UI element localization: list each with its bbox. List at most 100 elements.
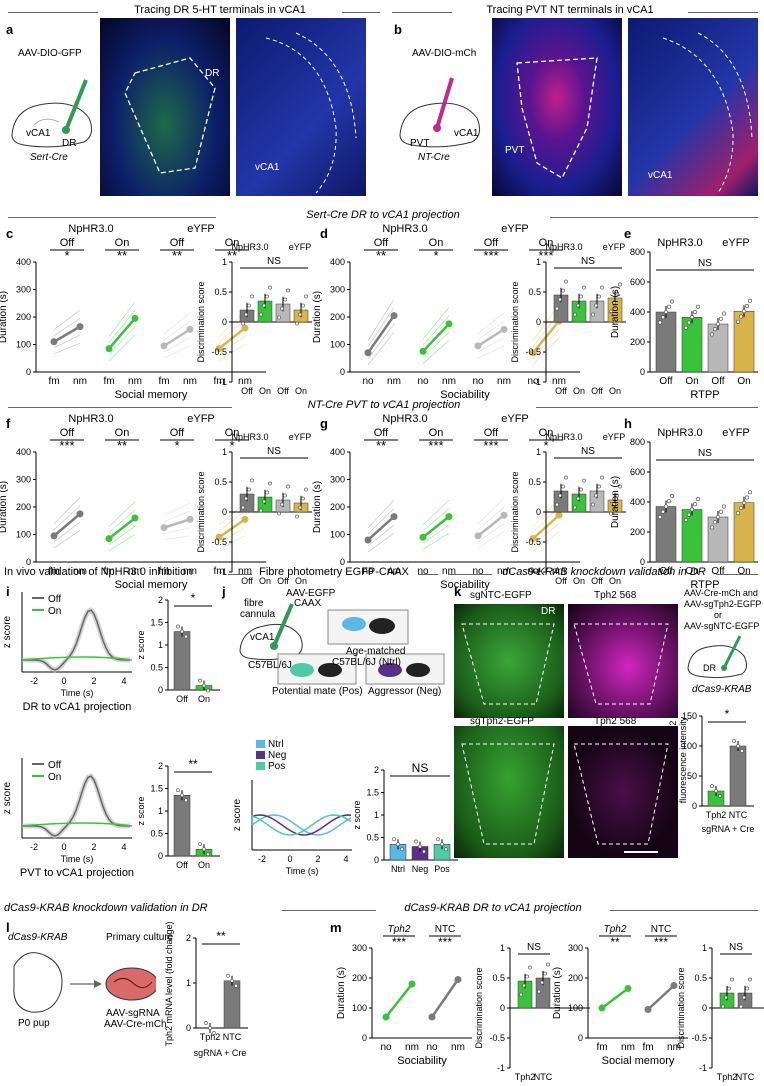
f_dur-ylabel: Duration (s) [0, 481, 9, 533]
c2-dot [262, 303, 266, 308]
d2-group-nphr: NpHR3.0 [545, 242, 582, 252]
c_dur-point [160, 342, 168, 350]
e-xtick: Off [711, 376, 724, 387]
panel-d-letter: d [320, 226, 328, 241]
d_dur-xtick: nm [552, 376, 566, 387]
g2-ylabel: Discrimination score [510, 471, 520, 552]
d2-tick-label: 0 [536, 317, 541, 327]
m_disc1-dot [522, 983, 526, 988]
e-dot [741, 309, 746, 314]
e-dot [683, 325, 688, 330]
i-bot-caption: PVT to vCA1 projection [20, 867, 134, 879]
g_dur-point [555, 511, 563, 519]
panel-f-letter: f [6, 416, 11, 431]
d_dur-xlabel: Sociability [440, 389, 490, 401]
d_dur-indiv-line [422, 340, 450, 364]
f_dur-point [131, 514, 139, 522]
micrograph-label-dr: DR [205, 68, 220, 79]
c_dur-xtick: nm [73, 376, 87, 387]
mouse-line-a: Sert-Cre [30, 152, 68, 163]
i_top-tick-label: 2 [158, 595, 163, 605]
c_dur-tick-label: 200 [16, 312, 31, 322]
m_dur1-mean-line [430, 978, 460, 1018]
g_dur-indiv-line [477, 506, 505, 531]
c2-dot [247, 303, 251, 308]
j-legend-label: Neg [268, 750, 286, 761]
k_bar-bar [729, 745, 747, 807]
j-trace-neg [251, 814, 352, 836]
c_dur-tick-label: 300 [16, 285, 31, 295]
e-tick-label: 200 [630, 337, 645, 347]
c2-dot [298, 312, 302, 317]
c_dur-point [50, 338, 58, 346]
k_bar-dot [740, 749, 744, 753]
panel-l-letter: l [6, 920, 10, 935]
h-dot [663, 504, 668, 509]
i_top-dot [202, 683, 206, 688]
c2-xtick: Off [277, 386, 289, 396]
d_dur-indiv-line [477, 337, 505, 353]
h-xtick: Off [659, 566, 672, 577]
j_bar-xtick: Pos [434, 864, 450, 874]
g_dur-point [445, 513, 453, 521]
i_bot-xtick: On [198, 860, 210, 870]
m_dur1-xtick: nm [451, 1042, 465, 1053]
f_dur-indiv-line [53, 521, 81, 543]
h-dot [738, 505, 743, 510]
g2-xtick: On [573, 576, 585, 586]
f2-tick-label: 0.5 [214, 477, 227, 487]
c_dur-point [186, 325, 194, 333]
micrograph-tph2-ntc [568, 604, 678, 718]
f2-dot [241, 505, 245, 510]
h-dot [660, 509, 665, 514]
d_dur-point [364, 349, 372, 357]
m_disc2-tick-label: 1 [702, 943, 707, 953]
panel-e-letter: e [624, 226, 632, 241]
d_dur-cond-label: Off [374, 237, 389, 249]
m_dur2-xtick: fm [596, 1042, 607, 1053]
i_bot-dot [206, 852, 210, 857]
c2-tick-label: -1 [219, 377, 227, 387]
g2-dot [609, 511, 613, 516]
k_bar-tick-label: 100 [682, 741, 697, 751]
g2-xtick: Off [591, 576, 603, 586]
e-dot [709, 332, 714, 337]
micrograph-tph2-knockdown [568, 726, 678, 858]
d_dur-indiv-line [367, 323, 395, 359]
c2-tick-label: -0.5 [211, 347, 227, 357]
m_dur1-ylabel: Duration (s) [336, 967, 347, 1019]
c_dur-xtick: fm [213, 376, 224, 387]
f2-tick-label: 0 [222, 507, 227, 517]
m_disc2-tick-label: 0 [702, 1003, 707, 1013]
d_dur-group-nphr: NpHR3.0 [382, 223, 427, 235]
d_dur-xtick: nm [442, 376, 456, 387]
m_dur1-point [454, 976, 462, 983]
j_bar-sig: NS [412, 761, 429, 775]
f_dur-xtick: fm [103, 566, 114, 577]
m_disc1-tick-label: 0 [500, 1003, 505, 1013]
m_disc2-tick-label: 0.5 [694, 973, 707, 983]
c_dur-indiv-line [53, 318, 81, 336]
g2-dot [579, 487, 583, 492]
k_bar-tick-label: 50 [687, 771, 697, 781]
i-top-xlabel: Time (s) [61, 688, 94, 698]
d_dur-tick-label: 300 [330, 285, 345, 295]
e-dot [689, 315, 694, 320]
mouse-brain-diagram-b [399, 77, 481, 148]
c_dur-group-nphr: NpHR3.0 [68, 223, 113, 235]
e-tick-label: 0 [640, 367, 645, 377]
m_dur1-xtick: no [426, 1042, 438, 1053]
m_dur2-group: NTC [651, 924, 672, 935]
g_dur-sig: *** [428, 438, 443, 453]
f2-tick-label: 1 [222, 447, 227, 457]
h-bar [655, 506, 677, 563]
k-virus-4: AAV-sgNTC-EGFP [684, 621, 760, 631]
m_dur2-xlabel: Social memory [602, 1055, 675, 1067]
l_bar-bar [223, 980, 241, 1029]
l-ylabel: Tph2 mRNA level (fold change) [164, 921, 174, 1046]
i_bot-tick-label: 1.5 [150, 784, 163, 794]
d_dur-xtick: nm [387, 376, 401, 387]
i-top-xtick: 0 [61, 676, 66, 686]
h-group-eyfp: eYFP [722, 427, 750, 439]
